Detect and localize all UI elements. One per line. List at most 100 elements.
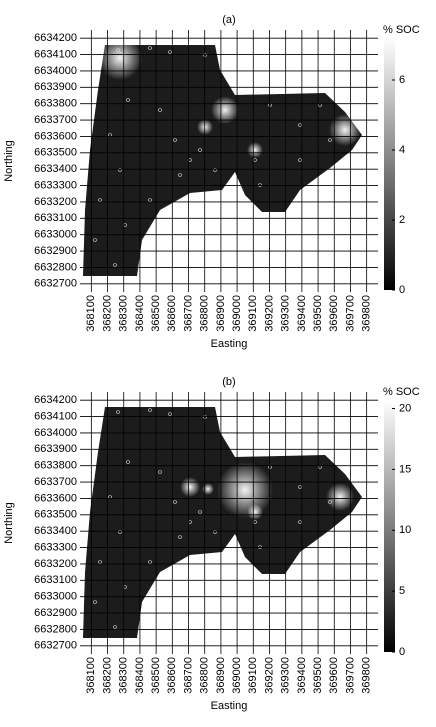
sample-point (118, 168, 122, 172)
sample-point (126, 98, 130, 102)
sample-point (158, 108, 162, 112)
sample-point (126, 460, 130, 464)
panel-title: (b) (222, 376, 235, 388)
y-tick-label: 6633200 (34, 558, 77, 570)
sample-point (148, 560, 152, 564)
sample-point (178, 173, 182, 177)
colorbar-label: % SOC (383, 24, 420, 36)
colorbar-tick-label: 15 (399, 463, 411, 475)
sample-point (213, 530, 217, 534)
sample-point (258, 183, 262, 187)
y-tick-label: 6633100 (34, 212, 77, 224)
y-tick-label: 6633800 (34, 98, 77, 110)
x-tick-label: 368700 (182, 295, 194, 332)
sample-point (328, 500, 332, 504)
y-tick-label: 6632800 (34, 261, 77, 273)
hotspot (247, 504, 263, 520)
sample-point (168, 412, 172, 416)
x-tick-label: 368500 (150, 295, 162, 332)
x-tick-label: 369700 (344, 657, 356, 694)
y-tick-label: 6633500 (34, 509, 77, 521)
x-tick-label: 369300 (280, 657, 292, 694)
sample-point (158, 470, 162, 474)
y-tick-label: 6633300 (34, 541, 77, 553)
sample-point (168, 50, 172, 54)
x-tick-label: 368700 (182, 657, 194, 694)
x-tick-label: 368400 (134, 295, 146, 332)
y-axis-label: Northing (3, 502, 15, 544)
x-tick-label: 369400 (296, 295, 308, 332)
sample-point (173, 500, 177, 504)
x-tick-label: 369800 (361, 657, 373, 694)
y-tick-label: 6633900 (34, 443, 77, 455)
sample-point (258, 545, 262, 549)
sample-point (116, 48, 120, 52)
sample-point (198, 148, 202, 152)
sample-point (148, 408, 152, 412)
x-tick-label: 369500 (312, 657, 324, 694)
x-tick-label: 369500 (312, 295, 324, 332)
x-axis-label: Easting (211, 338, 248, 350)
y-tick-label: 6633600 (34, 130, 77, 142)
y-tick-label: 6633000 (34, 229, 77, 241)
y-tick-label: 6633200 (34, 196, 77, 208)
hotspot (180, 477, 200, 497)
x-tick-label: 369000 (231, 295, 243, 332)
study-area (83, 45, 362, 276)
sample-point (178, 535, 182, 539)
sample-point (93, 600, 97, 604)
y-tick-label: 6632900 (34, 245, 77, 257)
sample-point (113, 263, 117, 267)
x-tick-label: 368100 (85, 657, 97, 694)
hotspot (247, 142, 263, 158)
y-tick-label: 6634200 (34, 394, 77, 406)
y-tick-label: 6633000 (34, 591, 77, 603)
hotspot (329, 114, 361, 146)
y-tick-label: 6634100 (34, 48, 77, 60)
hotspot (98, 45, 142, 80)
y-tick-label: 6633400 (34, 525, 77, 537)
x-tick-label: 368800 (199, 657, 211, 694)
x-tick-label: 368600 (166, 657, 178, 694)
y-tick-label: 6633900 (34, 81, 77, 93)
colorbar-tick-label: 10 (399, 524, 411, 536)
x-tick-label: 368900 (215, 295, 227, 332)
x-tick-label: 368900 (215, 657, 227, 694)
x-tick-label: 368400 (134, 657, 146, 694)
sample-point (328, 138, 332, 142)
x-tick-label: 369100 (247, 657, 259, 694)
x-tick-label: 368300 (118, 657, 130, 694)
y-tick-label: 6634200 (34, 32, 77, 44)
colorbar-tick-label: 5 (399, 585, 405, 597)
panel-title: (a) (222, 14, 235, 26)
panel: (a) 368100 368200 368300 368400 368500 368600 3… (3, 14, 420, 350)
sample-point (198, 510, 202, 514)
x-tick-label: 369200 (263, 657, 275, 694)
hotspot (326, 483, 354, 511)
sample-point (148, 46, 152, 50)
sample-point (116, 410, 120, 414)
y-tick-label: 6632700 (34, 278, 77, 290)
y-tick-label: 6633300 (34, 179, 77, 191)
colorbar-tick-label: 6 (399, 74, 405, 86)
y-tick-label: 6633400 (34, 163, 77, 175)
sample-point (148, 198, 152, 202)
x-tick-label: 369800 (361, 295, 373, 332)
x-tick-label: 369300 (280, 295, 292, 332)
y-axis-label: Northing (3, 140, 15, 182)
x-tick-label: 369400 (296, 657, 308, 694)
y-tick-label: 6632800 (34, 623, 77, 635)
sample-point (93, 238, 97, 242)
colorbar (384, 400, 395, 652)
y-tick-label: 6632700 (34, 640, 77, 652)
x-tick-label: 369700 (344, 295, 356, 332)
sample-point (118, 530, 122, 534)
hotspot (217, 462, 273, 518)
x-tick-label: 368100 (85, 295, 97, 332)
x-tick-label: 368300 (118, 295, 130, 332)
colorbar-label: % SOC (383, 386, 420, 398)
sample-point (98, 560, 102, 564)
hotspot (211, 96, 239, 124)
x-tick-label: 369600 (328, 657, 340, 694)
